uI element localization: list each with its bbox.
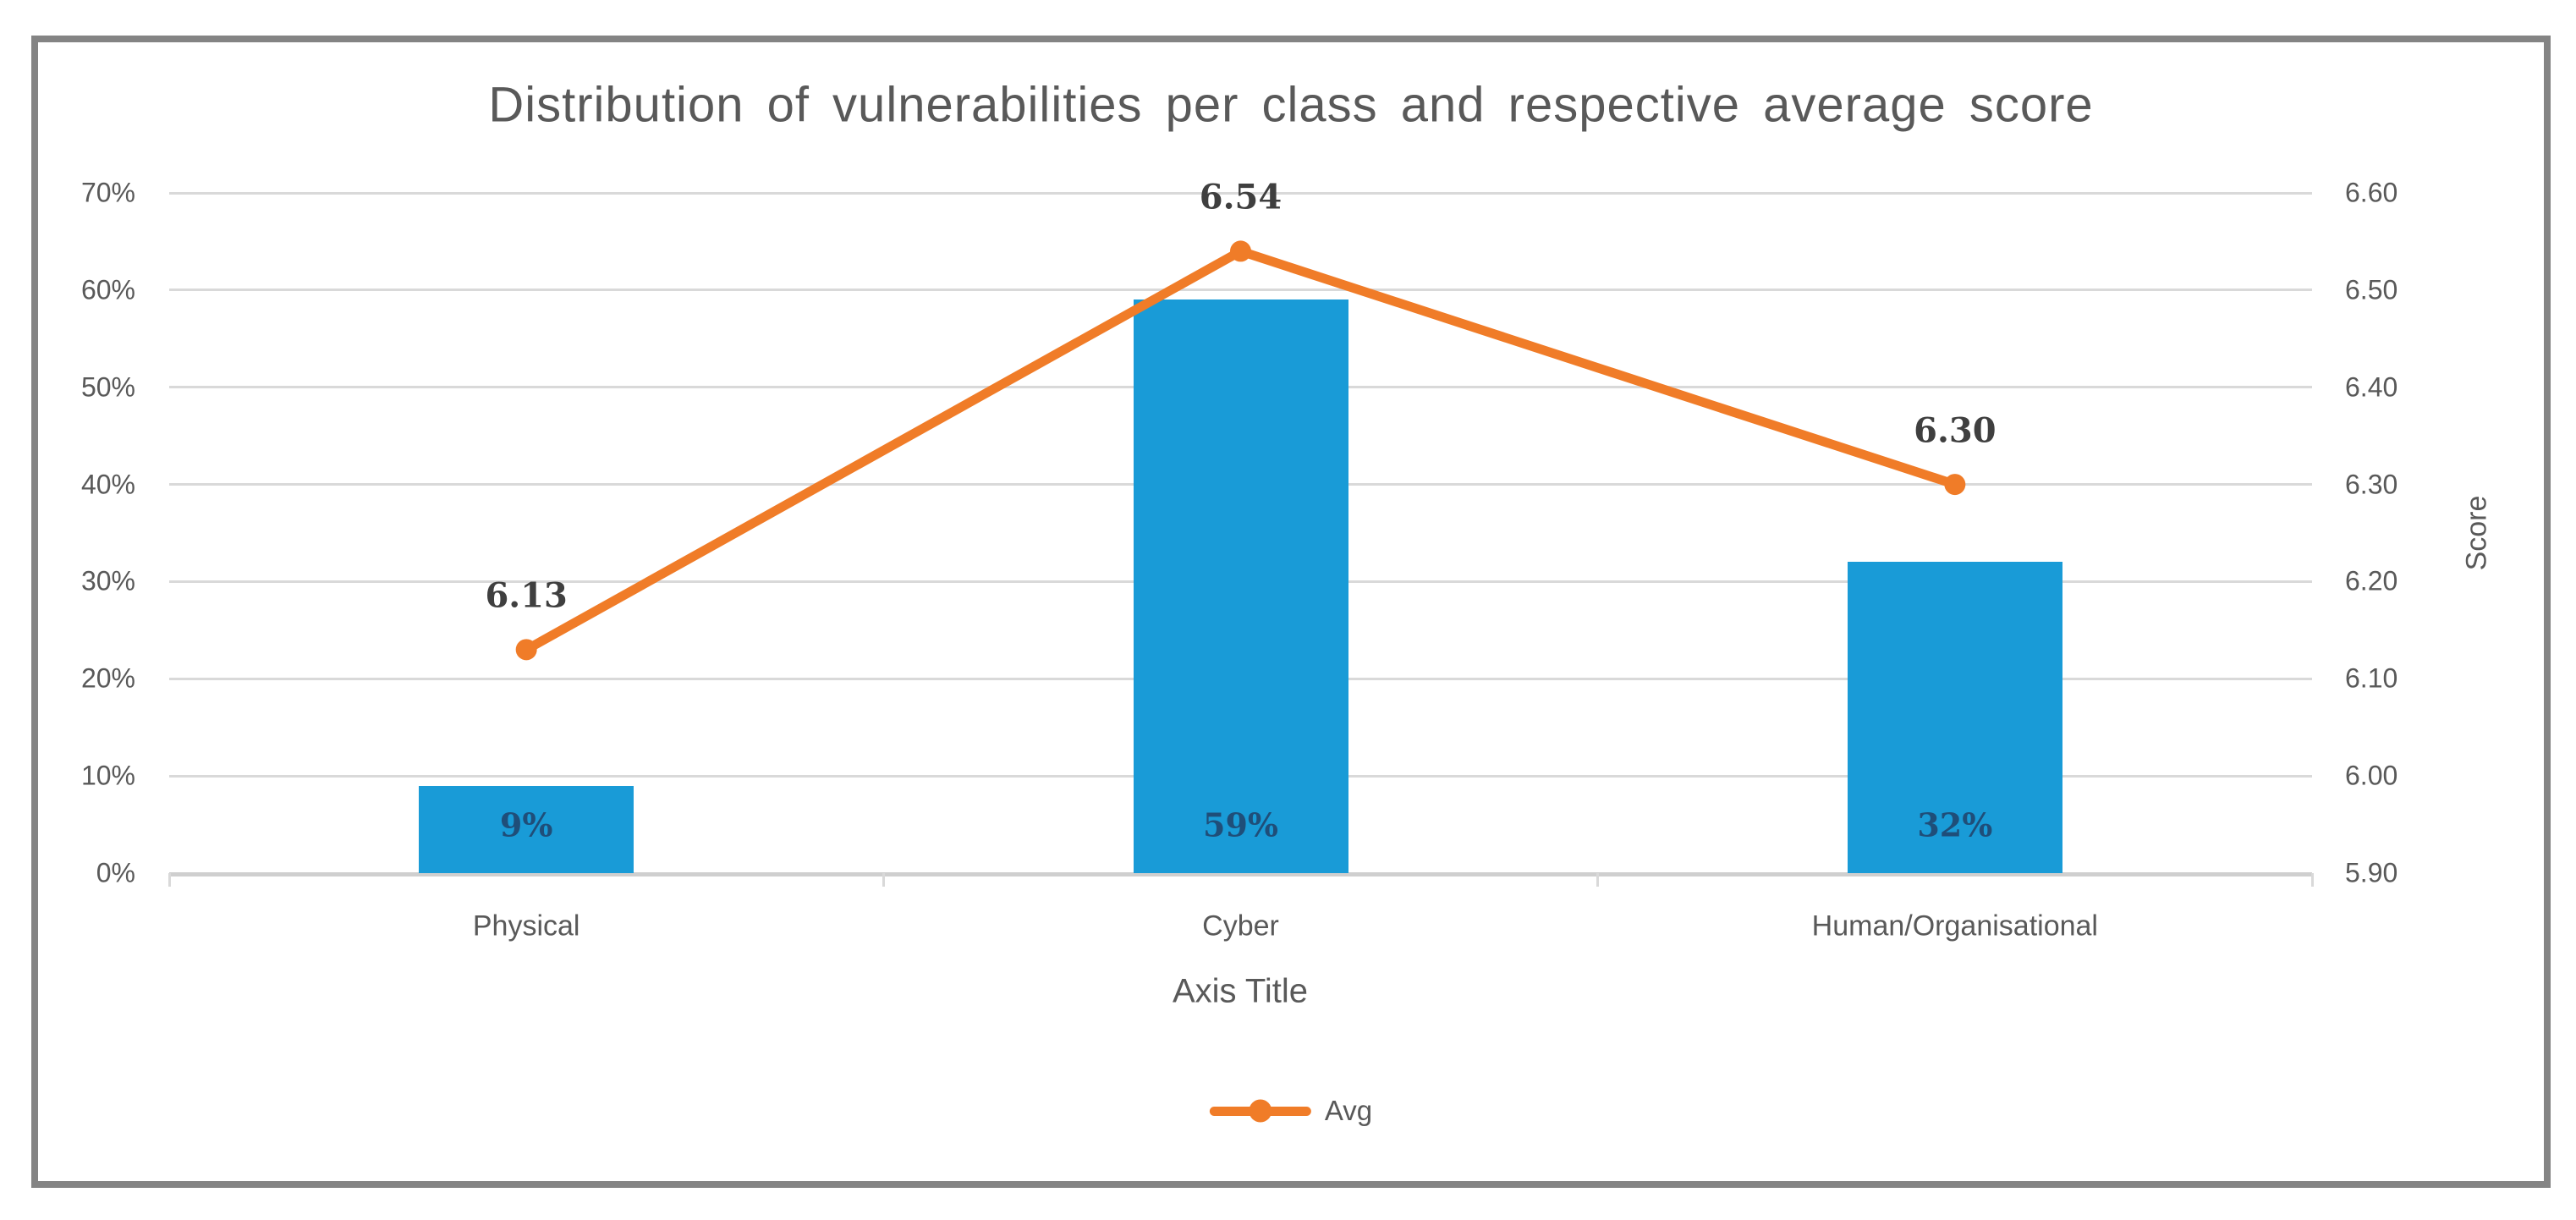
gridline xyxy=(169,191,2312,195)
category-label: Human/Organisational xyxy=(1811,910,2098,942)
left-axis-tick-label: 20% xyxy=(80,662,135,694)
x-axis-line xyxy=(169,871,2312,877)
chart-title: Distribution of vulnerabilities per clas… xyxy=(488,77,2094,133)
bar-cyber[interactable] xyxy=(1133,300,1348,873)
x-axis-title: Axis Title xyxy=(1172,972,1309,1010)
x-axis-tickmark xyxy=(2310,873,2314,887)
left-axis-tick-label: 60% xyxy=(80,274,135,305)
bar-value-label: 32% xyxy=(1917,805,1993,844)
bar-physical[interactable] xyxy=(419,785,634,873)
x-axis-tickmark xyxy=(882,873,885,887)
right-axis-tick-label: 5.90 xyxy=(2345,857,2398,888)
line-value-label: 6.30 xyxy=(1914,410,1997,451)
x-axis-tickmark xyxy=(168,873,171,887)
left-axis-tick-label: 0% xyxy=(96,857,135,888)
left-axis-tick-label: 70% xyxy=(80,177,135,208)
legend-circle-marker-icon xyxy=(1249,1099,1272,1123)
x-axis-tickmark xyxy=(1596,873,1600,887)
line-value-label: 6.54 xyxy=(1199,177,1283,217)
right-axis-tick-label: 6.60 xyxy=(2345,177,2398,208)
bar-value-label: 9% xyxy=(499,805,553,844)
left-axis-tick-label: 30% xyxy=(80,565,135,596)
bar-value-label: 59% xyxy=(1203,805,1278,844)
gridline xyxy=(169,289,2312,292)
legend-label: Avg xyxy=(1324,1095,1373,1126)
right-axis-tick-label: 6.00 xyxy=(2345,760,2398,791)
left-axis-tick-label: 40% xyxy=(80,469,135,500)
legend[interactable]: Avg xyxy=(1209,1095,1373,1127)
left-axis-tick-label: 10% xyxy=(80,760,135,791)
legend-line-marker-icon xyxy=(1209,1099,1311,1123)
category-label: Cyber xyxy=(1202,910,1279,942)
left-axis-tick-label: 50% xyxy=(80,371,135,403)
line-value-label: 6.13 xyxy=(485,575,568,616)
right-axis-tick-label: 6.20 xyxy=(2345,565,2398,596)
right-axis-tick-label: 6.50 xyxy=(2345,274,2398,305)
right-axis-tick-label: 6.30 xyxy=(2345,469,2398,500)
right-axis-tick-label: 6.40 xyxy=(2345,371,2398,403)
category-label: Physical xyxy=(472,910,580,942)
right-axis-tick-label: 6.10 xyxy=(2345,662,2398,694)
right-axis-title: Score xyxy=(2460,495,2493,571)
